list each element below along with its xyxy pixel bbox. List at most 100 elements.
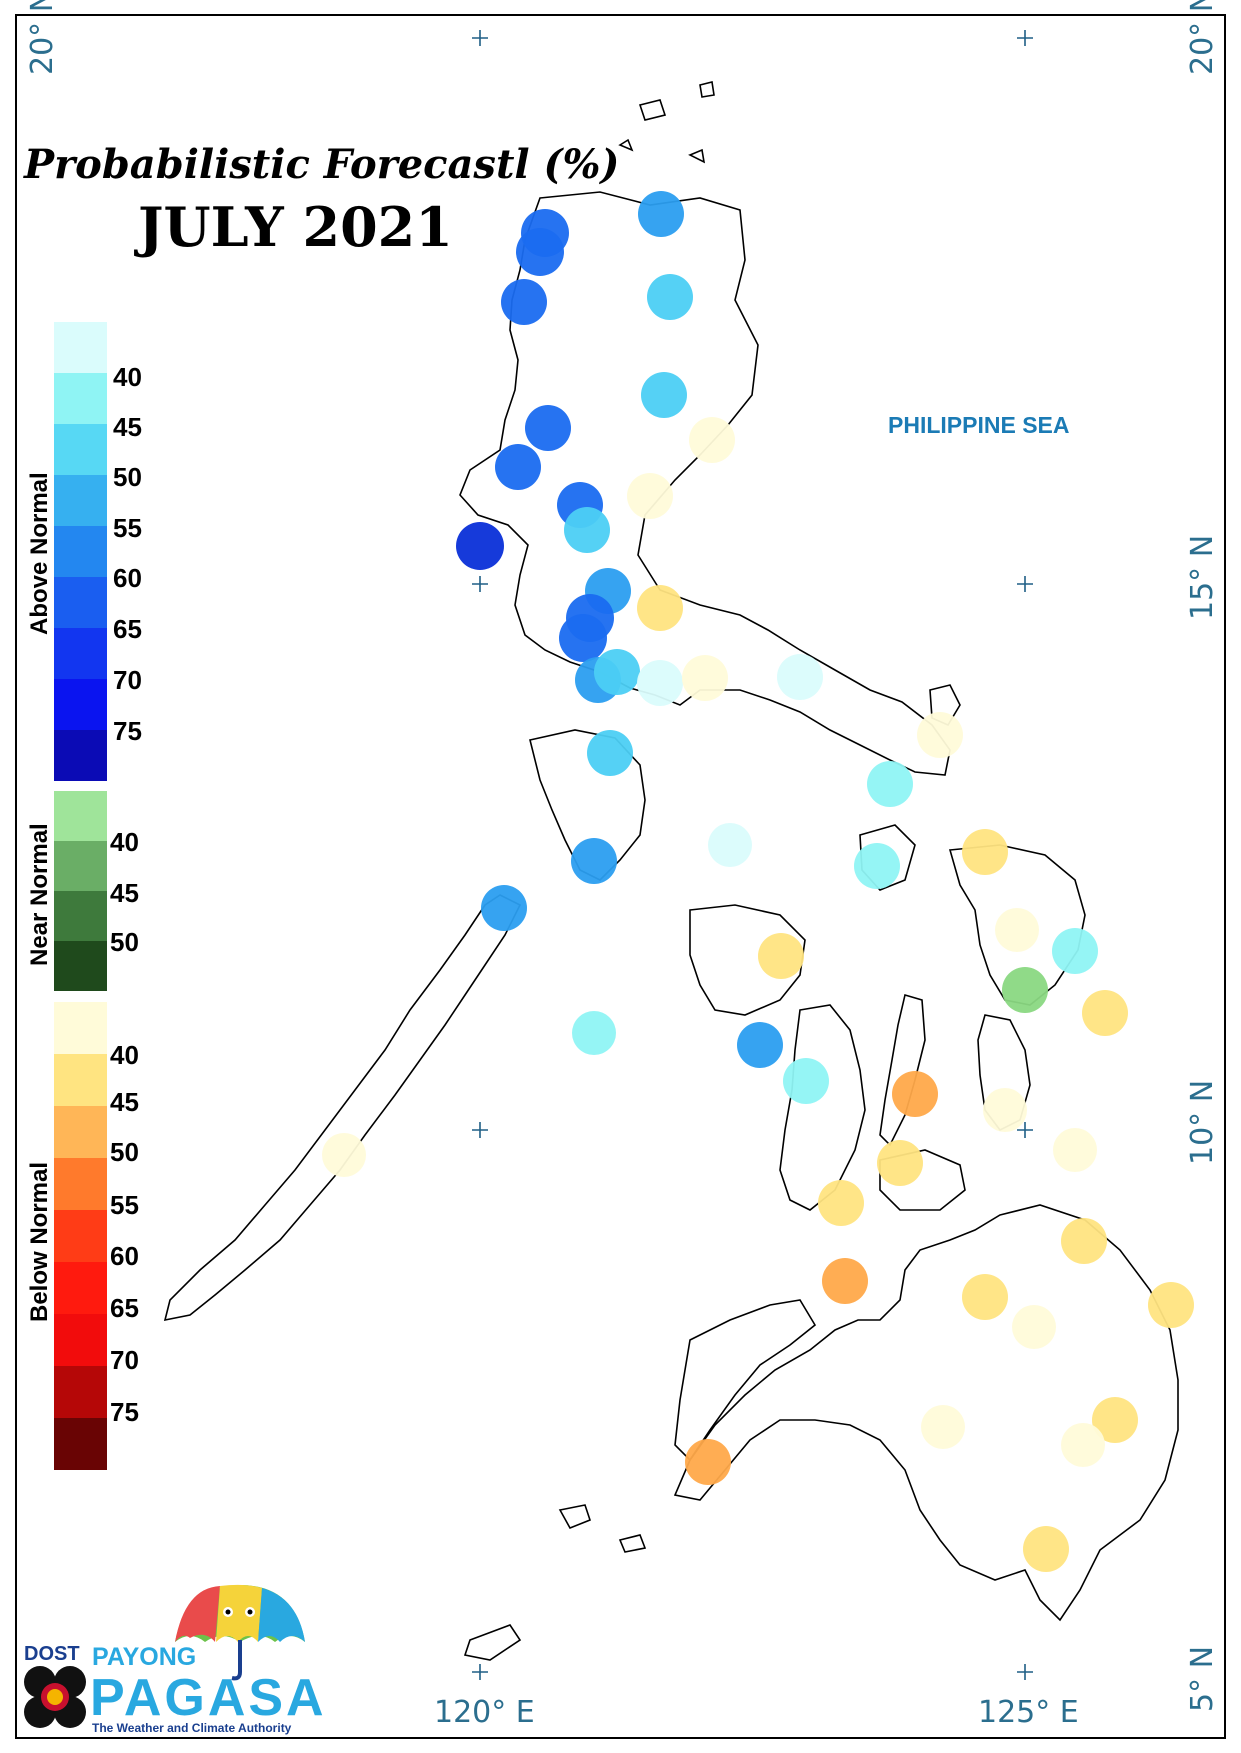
legend-label: 45 — [113, 412, 142, 442]
logo-tagline: The Weather and Climate Authority — [92, 1721, 292, 1735]
map-frame — [15, 14, 1226, 1739]
forecast-point — [783, 1058, 829, 1104]
legend-swatch — [54, 1158, 107, 1210]
legend-near-normal: 40 45 50 Near Normal — [26, 791, 139, 991]
northern-islands — [618, 81, 715, 164]
lat-label-10: 10° N — [1185, 1080, 1220, 1165]
map-title: Probabilistic Forecastl (%) — [23, 141, 619, 188]
legend-label: 65 — [113, 614, 142, 644]
forecast-point — [1061, 1423, 1105, 1467]
forecast-point — [637, 585, 683, 631]
bohol-coastline — [879, 1149, 966, 1211]
forecast-point — [495, 444, 541, 490]
forecast-point — [322, 1133, 366, 1177]
forecast-point — [917, 712, 963, 758]
catanduanes-coastline — [929, 684, 961, 727]
forecast-point — [1092, 1397, 1138, 1443]
lat-label-20-right: 20° N — [1185, 0, 1220, 75]
legend-swatch — [54, 1314, 107, 1366]
forecast-point — [685, 1439, 731, 1485]
lon-label-120: 120° E — [434, 1695, 535, 1730]
legend-swatch — [54, 1210, 107, 1262]
zamboanga-coastline — [674, 1299, 817, 1462]
logo-payong-text: PAYONG — [92, 1643, 196, 1671]
legend-label: 40 — [113, 362, 142, 392]
forecast-point — [638, 191, 684, 237]
legend-swatch — [54, 373, 107, 424]
forecast-point — [587, 730, 633, 776]
legend-swatch — [54, 577, 107, 628]
graticule — [472, 30, 1033, 1680]
lat-label-15: 15° N — [1185, 535, 1220, 620]
legend-swatch — [54, 424, 107, 475]
dost-emblem-icon — [24, 1666, 86, 1728]
forecast-point — [689, 417, 735, 463]
forecast-point — [1023, 1526, 1069, 1572]
philippine-sea-label: PHILIPPINE SEA — [888, 412, 1069, 438]
legend-swatch — [54, 1106, 107, 1158]
legend-label: 50 — [113, 462, 142, 492]
forecast-point — [962, 829, 1008, 875]
forecast-point — [559, 614, 607, 662]
legend-swatch — [54, 1002, 107, 1054]
legend-swatch — [54, 475, 107, 526]
legend-swatch — [54, 526, 107, 577]
legend-label: 60 — [113, 563, 142, 593]
sulu-islands — [463, 1504, 647, 1661]
legend-label: 75 — [113, 716, 142, 746]
forecast-point — [637, 660, 683, 706]
legend-swatch — [54, 1418, 107, 1470]
forecast-point — [1082, 990, 1128, 1036]
forecast-point — [708, 823, 752, 867]
forecast-point — [737, 1022, 783, 1068]
legend-title-above: Above Normal — [26, 472, 53, 635]
lat-label-20-left: 20° N — [25, 0, 60, 75]
legend-title-near: Near Normal — [26, 823, 53, 966]
forecast-point — [877, 1140, 923, 1186]
legend-label: 75 — [110, 1397, 139, 1427]
legend-label: 45 — [110, 1087, 139, 1117]
legend-label: 55 — [113, 513, 142, 543]
logo-pagasa-text: PAGASA — [90, 1669, 327, 1727]
forecast-point — [572, 1011, 616, 1055]
forecast-point — [921, 1405, 965, 1449]
forecast-point — [594, 649, 640, 695]
legend-label: 50 — [110, 1137, 139, 1167]
forecast-point — [1012, 1305, 1056, 1349]
logo-dost-text: DOST — [24, 1643, 80, 1665]
legend-label: 50 — [110, 927, 139, 957]
forecast-point — [1052, 928, 1098, 974]
legend-label: 40 — [110, 827, 139, 857]
legend-swatch — [54, 891, 107, 941]
lat-label-5: 5° N — [1185, 1646, 1220, 1712]
legend-swatch — [54, 679, 107, 730]
legend-label: 55 — [110, 1190, 139, 1220]
legend-swatch — [54, 941, 107, 991]
forecast-point — [456, 522, 504, 570]
legend-swatch — [54, 841, 107, 891]
forecast-point — [641, 372, 687, 418]
forecast-point — [867, 761, 913, 807]
forecast-point — [564, 507, 610, 553]
legend-label: 45 — [110, 878, 139, 908]
pagasa-logo: DOST PAYONG PAGASA The Weather and Clima… — [24, 1584, 327, 1735]
forecast-point — [1002, 967, 1048, 1013]
forecast-point — [983, 1088, 1027, 1132]
forecast-point — [777, 654, 823, 700]
legend-swatch — [54, 730, 107, 781]
lon-label-125: 125° E — [978, 1695, 1079, 1730]
legend-label: 70 — [110, 1345, 139, 1375]
legend-swatch — [54, 1054, 107, 1106]
forecast-point — [822, 1258, 868, 1304]
map-subtitle: JULY 2021 — [134, 195, 453, 259]
forecast-point — [995, 908, 1039, 952]
legend-swatch — [54, 791, 107, 841]
forecast-point — [481, 885, 527, 931]
forecast-point — [647, 274, 693, 320]
forecast-point — [627, 473, 673, 519]
forecast-point — [571, 838, 617, 884]
forecast-point — [854, 843, 900, 889]
forecast-point — [525, 405, 571, 451]
forecast-point — [758, 933, 804, 979]
